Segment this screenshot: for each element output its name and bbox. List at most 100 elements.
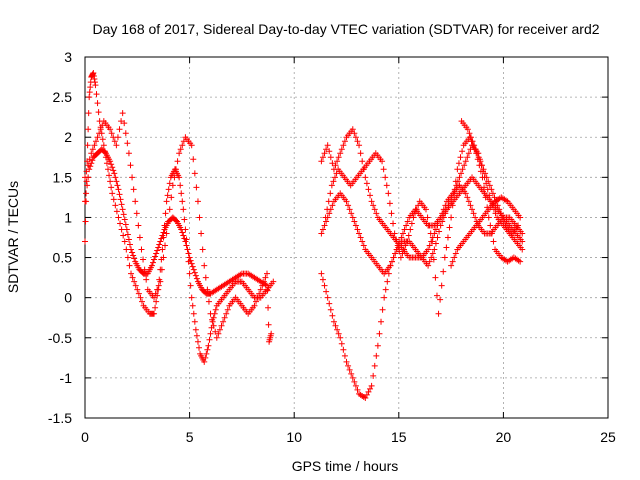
data-point: [467, 134, 474, 141]
data-point: [158, 266, 165, 273]
data-point: [499, 214, 506, 221]
data-point: [166, 180, 173, 187]
y-axis-label: SDTVAR / TECUs: [5, 181, 21, 293]
data-point: [117, 220, 124, 227]
data-point: [134, 286, 141, 293]
data-point: [160, 229, 167, 236]
data-point: [519, 246, 526, 253]
data-point: [151, 294, 158, 301]
data-point: [359, 158, 366, 165]
data-point: [404, 218, 411, 225]
data-point: [378, 318, 385, 325]
data-point: [179, 198, 186, 205]
data-point: [157, 238, 164, 245]
data-point: [85, 162, 92, 169]
data-point: [413, 206, 420, 213]
data-point: [105, 166, 112, 173]
data-point: [396, 248, 403, 255]
data-point: [129, 274, 136, 281]
data-point: [430, 256, 437, 263]
y-tick-label: -0.5: [48, 330, 72, 346]
data-point: [328, 182, 335, 189]
data-point: [216, 326, 223, 333]
data-point: [453, 182, 460, 189]
data-point: [116, 126, 123, 133]
data-point: [191, 269, 198, 276]
data-point: [401, 246, 408, 253]
data-point: [155, 244, 162, 251]
data-point: [519, 230, 526, 237]
data-point: [497, 210, 504, 217]
data-point: [126, 262, 133, 269]
data-point: [459, 166, 466, 173]
data-point: [131, 278, 138, 285]
data-point: [436, 228, 443, 235]
data-point: [393, 236, 400, 243]
data-point: [412, 210, 419, 217]
data-point: [265, 321, 272, 328]
data-point: [152, 304, 159, 311]
data-point: [387, 262, 394, 269]
data-point: [337, 334, 344, 341]
data-point: [360, 242, 367, 249]
data-point: [329, 202, 336, 209]
data-point: [485, 178, 492, 185]
data-point: [202, 274, 209, 281]
data-point: [194, 338, 201, 345]
data-point: [106, 172, 113, 179]
data-point: [381, 294, 388, 301]
data-point: [384, 278, 391, 285]
data-point: [135, 222, 142, 229]
data-point: [158, 235, 165, 242]
data-point: [163, 198, 170, 205]
data-point: [166, 206, 173, 213]
data-point: [251, 302, 258, 309]
data-point: [352, 222, 359, 229]
data-point: [464, 154, 471, 161]
data-point: [365, 186, 372, 193]
data-point: [352, 382, 359, 389]
data-point: [140, 256, 147, 263]
data-point: [114, 134, 121, 141]
data-point: [391, 230, 398, 237]
data-point: [176, 150, 183, 157]
data-point: [218, 322, 225, 329]
data-point: [478, 162, 485, 169]
data-point: [461, 162, 468, 169]
data-point: [87, 84, 94, 91]
data-point: [425, 246, 432, 253]
data-point: [486, 192, 493, 199]
data-point: [324, 294, 331, 301]
data-point: [138, 246, 145, 253]
data-point: [475, 154, 482, 161]
data-point: [154, 286, 161, 293]
data-point: [265, 304, 272, 311]
data-point: [335, 330, 342, 337]
data-point: [432, 226, 439, 233]
data-point: [163, 230, 170, 237]
data-point: [319, 154, 326, 161]
data-point: [403, 222, 410, 229]
data-point: [179, 229, 186, 236]
data-point: [392, 250, 399, 257]
data-point: [196, 344, 203, 351]
data-point: [397, 254, 404, 261]
y-tick-label: 2.5: [53, 89, 73, 105]
data-point: [94, 134, 101, 141]
data-point: [487, 222, 494, 229]
data-point: [151, 256, 158, 263]
data-point: [112, 174, 119, 181]
data-point: [323, 146, 330, 153]
data-point: [182, 238, 189, 245]
data-point: [86, 156, 93, 163]
data-point: [334, 158, 341, 165]
data-point: [108, 130, 115, 137]
data-point: [177, 146, 184, 153]
data-point: [88, 160, 95, 167]
data-point: [82, 218, 89, 225]
data-point: [253, 298, 260, 305]
data-point: [452, 178, 459, 185]
data-point: [115, 214, 122, 221]
data-point: [85, 110, 92, 117]
data-point: [205, 342, 212, 349]
